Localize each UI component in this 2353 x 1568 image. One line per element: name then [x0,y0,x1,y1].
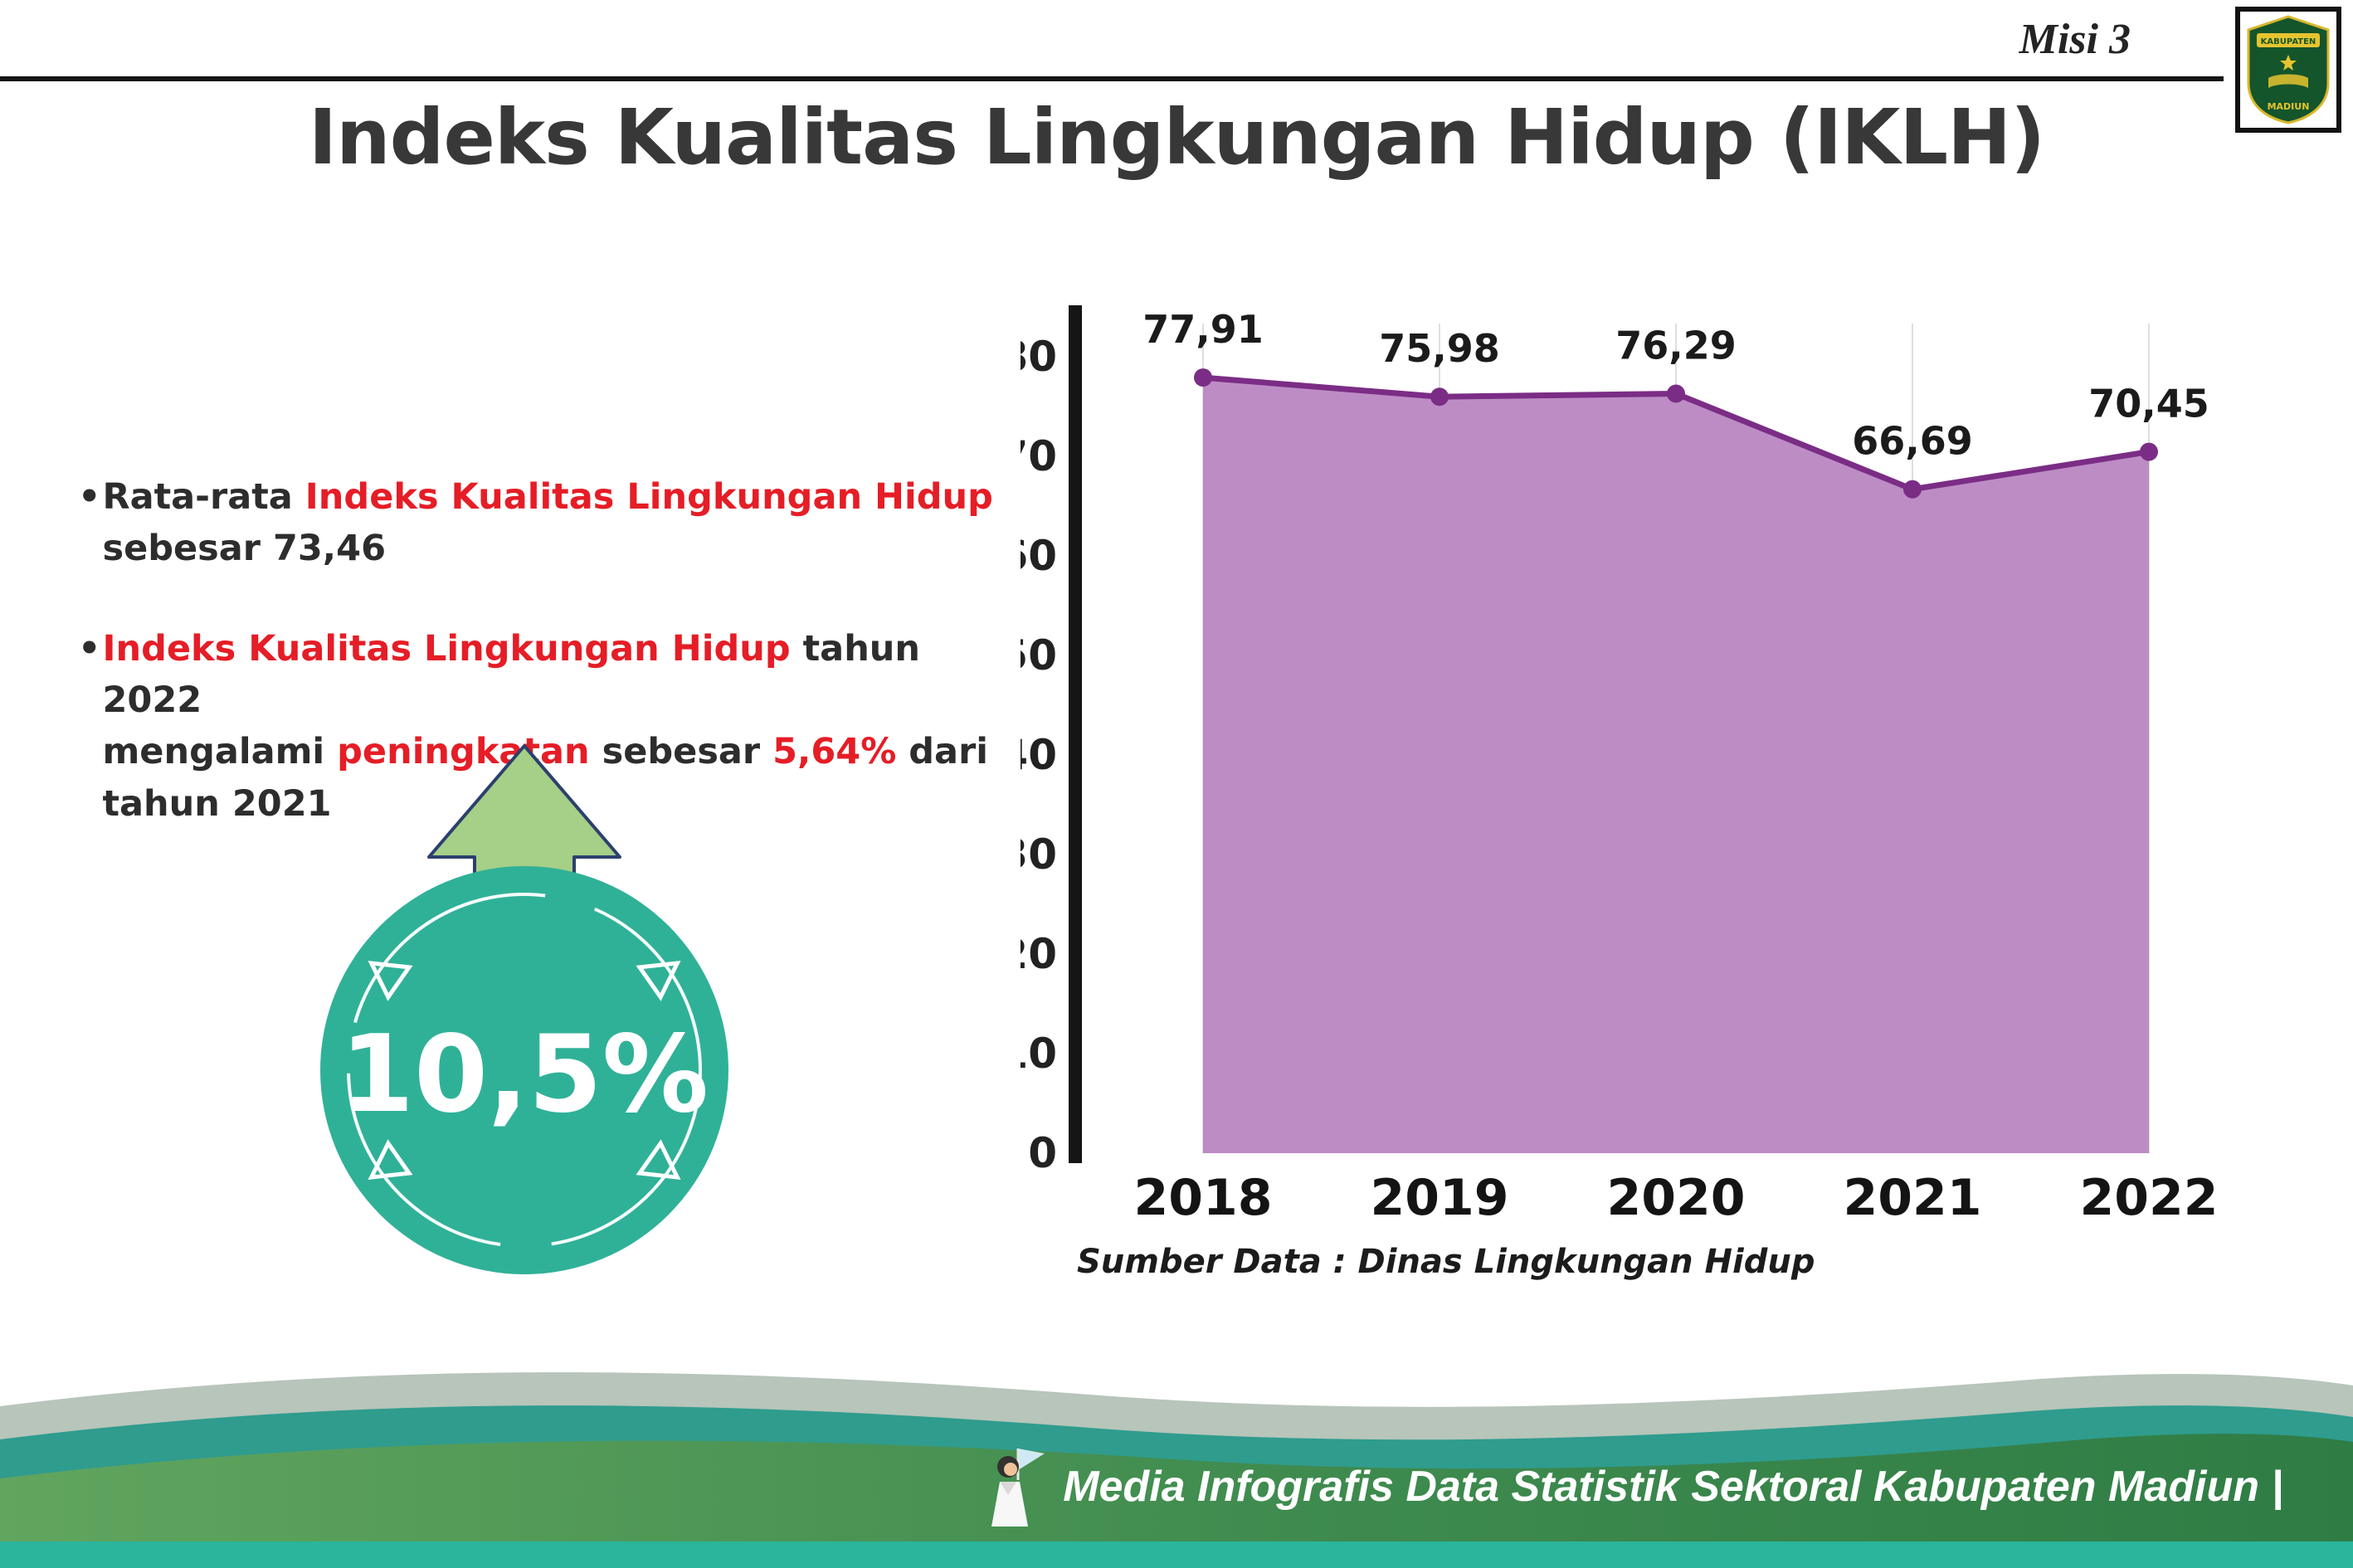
shield-logo-icon: KABUPATEN MADIUN [2247,15,2330,124]
page-title: Indeks Kualitas Lingkungan Hidup (IKLH) [308,93,2045,182]
svg-text:0: 0 [1028,1129,1057,1177]
svg-text:70,45: 70,45 [2088,382,2209,426]
bullet-text: Rata-rata Indeks Kualitas Lingkungan Hid… [102,476,993,570]
footer-wave-decor [0,1372,2353,1568]
badge-triangle-decor [368,960,681,1181]
svg-text:2019: 2019 [1371,1169,1509,1227]
logo-top-text: KABUPATEN [2261,37,2316,46]
iklh-area-chart: 77,91 75,98 76,29 66,69 70,45 0 10 20 30 40 50 60 70… [1021,305,2219,1227]
summary-bullet-list: • Rata-rata Indeks Kualitas Lingkungan Hi… [78,471,1007,878]
badge-ring-decor [347,893,702,1248]
bullet-marker: • [78,627,101,670]
bullet-item: • Indeks Kualitas Lingkungan Hidup tahun … [78,623,1007,830]
svg-text:40: 40 [1021,731,1057,779]
svg-text:70: 70 [1021,432,1057,480]
svg-text:60: 60 [1021,532,1057,580]
svg-text:10: 10 [1021,1030,1057,1078]
svg-text:2021: 2021 [1844,1169,1982,1227]
logo-bottom-text: MADIUN [2268,101,2310,112]
footer-credit: Media Infografis Data Statistik Sektoral… [980,1445,2283,1528]
svg-text:2018: 2018 [1134,1169,1273,1227]
svg-text:2020: 2020 [1607,1169,1746,1227]
svg-text:75,98: 75,98 [1379,326,1500,371]
kabupaten-madiun-logo: KABUPATEN MADIUN [2235,7,2341,133]
mascot-icon [991,1449,1045,1527]
svg-text:80: 80 [1021,333,1057,381]
misi-label: Misi 3 [2019,16,2131,63]
svg-text:2022: 2022 [2080,1169,2219,1227]
bullet-item: • Rata-rata Indeks Kualitas Lingkungan Hi… [78,471,1007,575]
svg-text:77,91: 77,91 [1142,307,1264,352]
bullet-marker: • [78,476,101,518]
svg-text:50: 50 [1021,631,1057,679]
svg-text:66,69: 66,69 [1852,419,1973,464]
chart-source-note: Sumber Data : Dinas Lingkungan Hidup [1077,1243,1815,1281]
badge-circle [320,866,728,1274]
svg-text:76,29: 76,29 [1615,324,1737,368]
footer-credit-text: Media Infografis Data Statistik Sektoral… [1063,1463,2283,1511]
increase-badge: 10,5% [320,744,728,1274]
badge-percentage-value: 10,5% [340,1013,709,1137]
bullet-text: Indeks Kualitas Lingkungan Hidup tahun 2… [102,627,989,825]
svg-text:30: 30 [1021,830,1057,879]
svg-text:20: 20 [1021,930,1057,978]
top-divider-rule [0,76,2224,81]
